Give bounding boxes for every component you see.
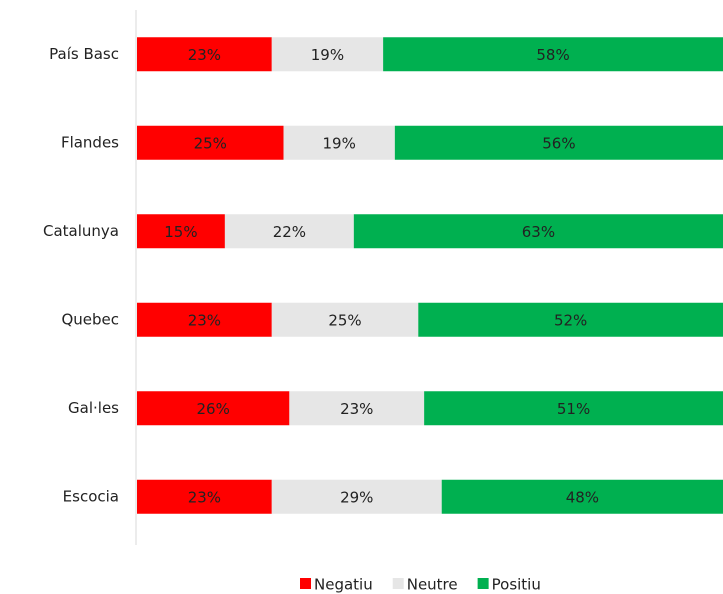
y-tick-label: País Basc <box>49 45 119 63</box>
bar-segment <box>424 391 723 426</box>
legend-label: Positiu <box>492 576 541 594</box>
y-tick-label: Escocia <box>63 487 119 505</box>
bar-segment <box>383 37 723 72</box>
bar-segment <box>289 391 425 426</box>
bar-segment <box>271 302 419 337</box>
bar-segment <box>137 479 272 514</box>
bar-segment <box>137 302 272 337</box>
bar-segment <box>418 302 723 337</box>
y-tick-label: Gal·les <box>68 399 119 417</box>
data-label: 29% <box>340 488 373 506</box>
bar-segment <box>137 125 284 160</box>
data-label: 23% <box>188 488 221 506</box>
data-label: 25% <box>328 311 361 329</box>
legend-label: Negatiu <box>314 576 373 594</box>
bar-segment <box>283 125 395 160</box>
legend-swatch <box>392 578 404 589</box>
legend-swatch <box>300 578 311 589</box>
bar-segment <box>441 479 723 514</box>
data-label: 19% <box>311 46 344 64</box>
data-label: 25% <box>194 134 227 152</box>
y-tick-label: Catalunya <box>43 222 119 240</box>
data-label: 26% <box>197 400 230 418</box>
data-label: 52% <box>554 311 587 329</box>
y-tick-label: Flandes <box>61 133 119 151</box>
legend-swatch <box>477 578 489 589</box>
bar-segment <box>394 125 723 160</box>
data-label: 15% <box>164 223 197 241</box>
data-label: 23% <box>340 400 373 418</box>
data-label: 23% <box>188 311 221 329</box>
bar-segment <box>271 37 384 72</box>
data-label: 51% <box>557 400 590 418</box>
data-label: 58% <box>536 46 569 64</box>
bar-segment <box>353 214 723 249</box>
data-label: 23% <box>188 46 221 64</box>
data-label: 56% <box>542 134 575 152</box>
y-tick-label: Quebec <box>61 310 119 328</box>
bar-segment <box>137 391 290 426</box>
legend-label: Neutre <box>407 576 458 594</box>
data-label: 48% <box>566 488 599 506</box>
data-label: 22% <box>273 223 306 241</box>
bar-segment <box>137 214 225 249</box>
data-label: 63% <box>522 223 555 241</box>
bar-segment <box>137 37 272 72</box>
bar-segment <box>271 479 442 514</box>
bar-segment <box>224 214 354 249</box>
data-label: 19% <box>322 134 355 152</box>
